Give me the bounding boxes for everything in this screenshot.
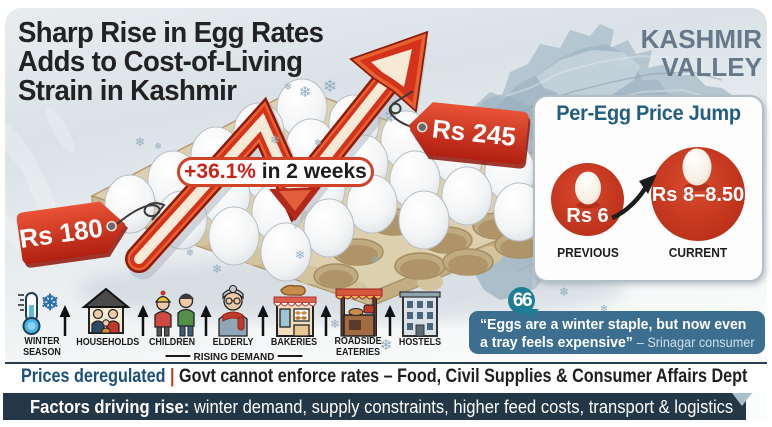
svg-text:❄: ❄ [284, 82, 292, 93]
svg-text:❄: ❄ [154, 141, 162, 151]
svg-text:❄: ❄ [323, 77, 337, 96]
svg-text:❄: ❄ [299, 84, 312, 101]
svg-text:❄: ❄ [600, 304, 608, 315]
svg-text:❄: ❄ [135, 135, 145, 149]
svg-text:❄: ❄ [330, 317, 340, 331]
svg-text:❄: ❄ [212, 262, 222, 276]
svg-text:❄: ❄ [559, 285, 569, 299]
svg-text:❄: ❄ [314, 138, 322, 149]
svg-text:❄: ❄ [186, 248, 194, 259]
svg-text:❄: ❄ [384, 107, 398, 126]
svg-text:❄: ❄ [380, 337, 393, 354]
svg-text:❄: ❄ [270, 133, 280, 147]
svg-text:❄: ❄ [41, 290, 59, 315]
svg-text:❄: ❄ [295, 248, 305, 262]
svg-text:❄: ❄ [371, 255, 379, 266]
